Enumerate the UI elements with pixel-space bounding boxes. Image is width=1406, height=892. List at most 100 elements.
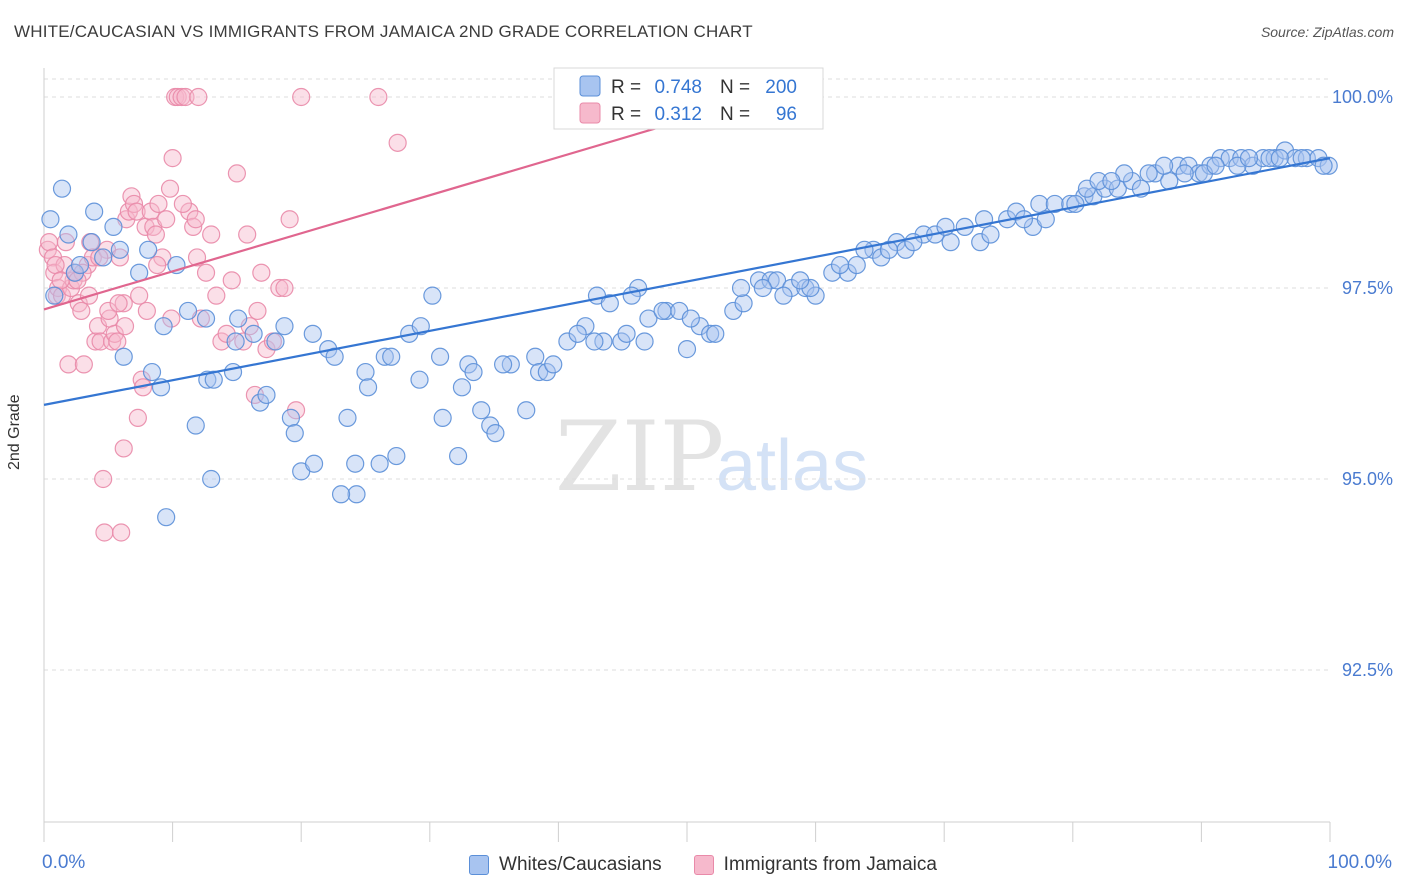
jamaica-point <box>109 294 128 313</box>
whites-point <box>576 317 595 336</box>
jamaica-point <box>114 294 133 313</box>
whites-point <box>281 408 301 427</box>
whites-point <box>1108 179 1127 198</box>
stats-legend: R = 0.748 N = 200 R = 0.312 N = 96 <box>553 67 824 130</box>
whites-point <box>250 393 270 412</box>
jamaica-point <box>180 202 199 221</box>
jamaica-point <box>114 439 133 458</box>
whites-point <box>734 294 753 313</box>
whites-trend-line <box>43 157 1331 406</box>
whites-point <box>82 233 101 252</box>
whites-point <box>370 454 389 473</box>
stats-legend-n-label: N = <box>720 104 750 125</box>
whites-point <box>981 225 1000 244</box>
jamaica-point <box>270 278 289 298</box>
whites-point <box>154 317 173 336</box>
legend-label-whites: Whites/Caucasians <box>499 854 662 875</box>
jamaica-point <box>46 255 65 275</box>
whites-point <box>186 416 205 435</box>
whites-point <box>486 424 505 443</box>
jamaica-point <box>222 271 241 290</box>
whites-point <box>244 324 263 343</box>
jamaica-point <box>141 202 160 221</box>
whites-point <box>110 240 129 259</box>
whites-point <box>1014 210 1034 229</box>
jamaica-point <box>238 225 257 244</box>
stats-legend-swatch <box>579 75 601 97</box>
jamaica-point <box>40 233 59 252</box>
stats-legend-swatch <box>579 102 601 124</box>
legend-label-jamaica: Immigrants from Jamaica <box>723 854 937 875</box>
whites-point <box>544 355 563 374</box>
whites-point <box>530 362 549 382</box>
whites-point <box>94 248 113 267</box>
trend-lines <box>43 115 1331 406</box>
jamaica-point <box>132 370 151 389</box>
whites-point <box>430 347 450 366</box>
whites-point <box>45 286 64 305</box>
whites-point <box>229 309 248 328</box>
whites-point <box>304 454 324 473</box>
whites-point <box>142 362 162 382</box>
whites-point <box>1201 156 1220 175</box>
jamaica-point <box>148 255 167 275</box>
whites-point <box>1139 164 1158 183</box>
legend-item-whites[interactable]: Whites/Caucasians <box>469 854 662 876</box>
whites-point <box>338 408 357 427</box>
whites-point <box>423 286 442 305</box>
y-tick-label: 100.0% <box>1332 87 1393 107</box>
whites-point <box>411 317 430 336</box>
whites-point <box>1030 194 1049 214</box>
whites-point <box>448 446 468 466</box>
whites-point <box>70 255 90 275</box>
whites-point <box>223 362 243 382</box>
whites-point <box>375 347 394 366</box>
whites-point <box>600 294 619 313</box>
jamaica-point <box>146 225 165 244</box>
jamaica-point <box>128 408 147 427</box>
whites-point <box>1095 179 1115 198</box>
jamaica-point <box>160 179 180 198</box>
whites-point <box>1270 149 1289 168</box>
jamaica-point <box>149 194 168 214</box>
whites-point <box>472 401 491 420</box>
whites-point <box>653 301 672 321</box>
chart-title: WHITE/CAUCASIAN VS IMMIGRANTS FROM JAMAI… <box>14 22 753 41</box>
jamaica-point <box>196 263 216 282</box>
x-axis-left-label: 0.0% <box>42 852 86 873</box>
whites-point <box>622 286 641 305</box>
whites-point <box>501 355 520 374</box>
whites-point <box>517 401 536 420</box>
whites-point <box>568 324 587 343</box>
jamaica-point <box>186 210 205 229</box>
jamaica-point <box>137 301 156 321</box>
whites-point <box>1239 149 1259 168</box>
whites-point <box>1089 171 1108 191</box>
whites-point <box>791 271 810 290</box>
jamaica-point <box>369 87 388 107</box>
whites-point <box>753 278 772 298</box>
y-tick-label: 92.5% <box>1342 660 1393 680</box>
whites-point <box>41 210 60 229</box>
whites-point <box>358 378 378 397</box>
legend-item-jamaica[interactable]: Immigrants from Jamaica <box>693 854 937 876</box>
whites-point <box>331 485 351 504</box>
whites-point <box>85 202 104 221</box>
whites-point <box>681 309 700 328</box>
whites-point <box>202 469 221 489</box>
legend-swatch-blue <box>469 855 490 875</box>
whites-point <box>257 385 276 405</box>
whites-point <box>139 240 158 259</box>
whites-point <box>204 370 223 389</box>
y-tick-label: 95.0% <box>1342 469 1393 489</box>
jamaica-point <box>130 286 149 305</box>
jamaica-point <box>207 286 226 305</box>
axes <box>43 68 1331 842</box>
whites-point <box>410 370 429 389</box>
whites-point <box>657 301 676 321</box>
whites-point <box>196 309 216 328</box>
jamaica-point <box>51 271 70 290</box>
whites-point <box>114 347 133 366</box>
jamaica-point <box>99 301 118 321</box>
series-whites-points <box>41 141 1338 527</box>
